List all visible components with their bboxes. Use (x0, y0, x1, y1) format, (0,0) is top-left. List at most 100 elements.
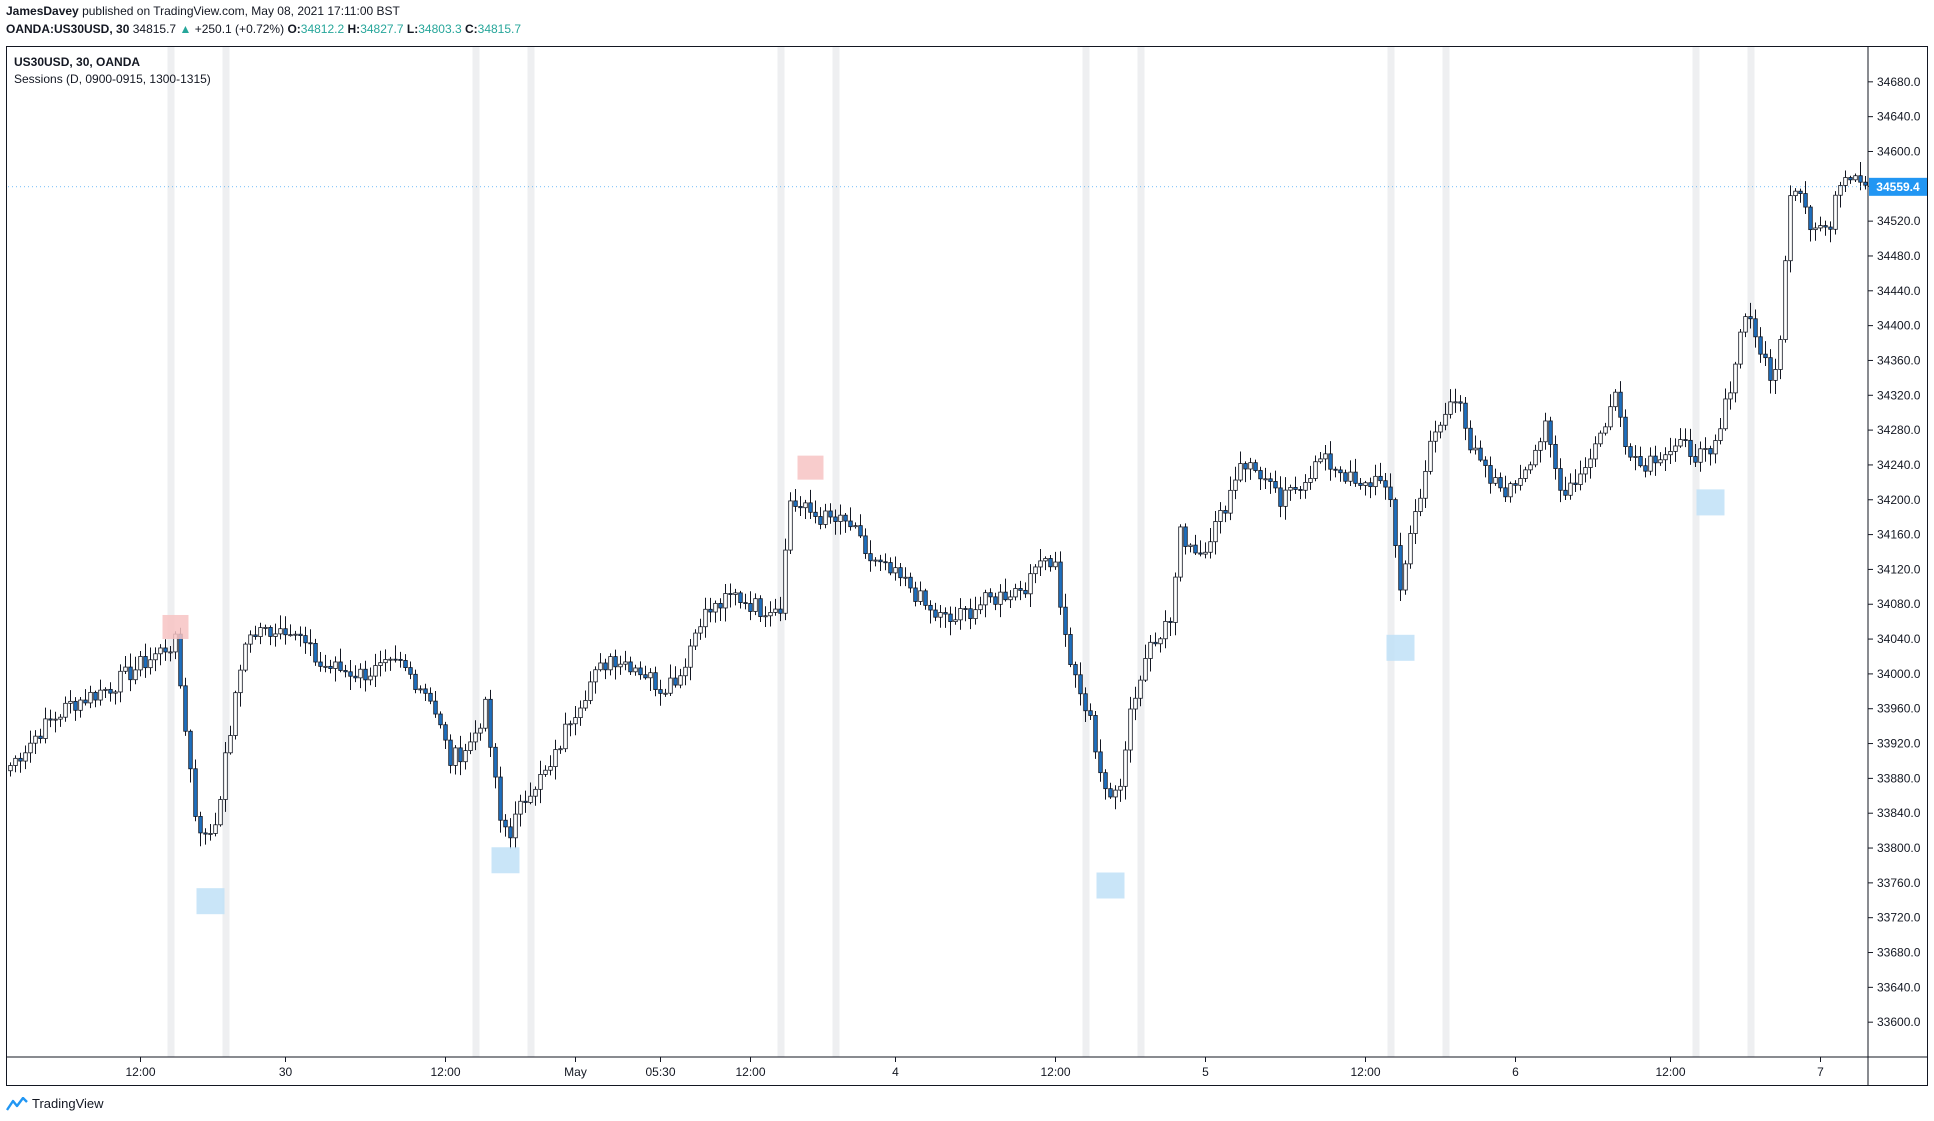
candle-up (978, 596, 983, 615)
candle-body (1838, 185, 1843, 196)
candle-down (848, 507, 853, 531)
candle-body (1848, 177, 1853, 181)
candle-body (1798, 190, 1803, 194)
candle-body (1033, 566, 1038, 575)
candle-body (568, 723, 573, 726)
candle-down (283, 616, 288, 645)
candle-up (563, 712, 568, 753)
candle-down (1193, 534, 1198, 555)
candle-body (608, 656, 613, 671)
candle-up (1438, 421, 1443, 439)
footer-brand[interactable]: TradingView (32, 1096, 104, 1111)
candle-down (603, 658, 608, 680)
candle-body (1253, 462, 1258, 471)
candle-up (788, 492, 793, 555)
candle-body (1138, 679, 1143, 699)
candle-up (208, 823, 213, 841)
candle-body (1828, 226, 1833, 230)
candle-body (788, 500, 793, 551)
candle-body (358, 668, 363, 679)
candle-down (1693, 443, 1698, 468)
candle-body (1003, 591, 1008, 601)
candle-up (588, 671, 593, 705)
candle-down (1563, 476, 1568, 501)
candle-body (773, 608, 778, 613)
candle-up (753, 593, 758, 616)
candle-down (1378, 462, 1383, 484)
candle-body (1263, 478, 1268, 481)
candle-down (1338, 466, 1343, 482)
candle-down (1513, 480, 1518, 494)
y-tick-label: 34480.0 (1877, 249, 1921, 263)
candle-up (553, 739, 558, 780)
candle-body (418, 688, 423, 691)
candle-body (1768, 357, 1773, 381)
candle-down (1863, 175, 1868, 190)
candle-body (1428, 440, 1433, 472)
candle-up (1373, 464, 1378, 496)
candle-body (108, 688, 113, 694)
y-tick-label: 33920.0 (1877, 737, 1921, 751)
candle-up (1778, 335, 1783, 380)
candle-body (783, 549, 788, 614)
candle-body (638, 667, 643, 676)
candle-body (1383, 480, 1388, 488)
legend-title[interactable]: US30USD, 30, OANDA (14, 55, 141, 69)
candle-down (808, 489, 813, 519)
candle-body (1573, 482, 1578, 485)
candle-up (293, 630, 298, 641)
chart-frame[interactable] (6, 46, 1928, 1086)
candle-down (1643, 458, 1648, 478)
session-high-marker (162, 614, 189, 639)
candle-down (1483, 456, 1488, 478)
candle-up (538, 760, 543, 804)
author-name[interactable]: JamesDavey (6, 4, 79, 18)
candle-body (1153, 641, 1158, 645)
candle-up (1838, 181, 1843, 208)
candle-body (743, 602, 748, 604)
candle-down (643, 665, 648, 680)
candle-body (1593, 443, 1598, 460)
candle-down (1553, 435, 1558, 480)
candle-body (1673, 445, 1678, 452)
session-band (1387, 47, 1395, 1057)
candle-body (963, 608, 968, 610)
y-tick-label: 33720.0 (1877, 911, 1921, 925)
candle-body (448, 739, 453, 766)
candle-up (1788, 185, 1793, 273)
candle-body (1748, 316, 1753, 320)
candle-body (33, 735, 38, 744)
legend-indicator[interactable]: Sessions (D, 0900-0915, 1300-1315) (14, 72, 211, 86)
candle-up (1433, 420, 1438, 453)
candle-body (1608, 406, 1613, 428)
candle-body (678, 675, 683, 686)
candle-body (53, 718, 58, 721)
candle-up (1348, 460, 1353, 486)
candle-up (373, 653, 378, 688)
candle-up (763, 606, 768, 627)
candle-body (198, 816, 203, 834)
candle-body (818, 516, 823, 525)
candle-down (1393, 497, 1398, 558)
candle-down (1388, 473, 1393, 507)
candle-up (1418, 488, 1423, 517)
candle-body (1603, 426, 1608, 434)
candle-up (573, 705, 578, 736)
candle-body (1578, 473, 1583, 485)
candle-up (1303, 474, 1308, 499)
candle-body (753, 598, 758, 612)
candle-body (488, 698, 493, 748)
candle-body (663, 692, 668, 695)
candle-body (138, 656, 143, 671)
candle-down (833, 509, 838, 535)
candle-up (1113, 785, 1118, 810)
candle-up (1033, 564, 1038, 584)
candle-up (1608, 394, 1613, 431)
candle-down (653, 666, 658, 697)
candle-up (1603, 422, 1608, 436)
candle-up (1713, 434, 1718, 464)
candle-up (1228, 476, 1233, 521)
candle-down (318, 652, 323, 672)
candle-down (738, 590, 743, 609)
